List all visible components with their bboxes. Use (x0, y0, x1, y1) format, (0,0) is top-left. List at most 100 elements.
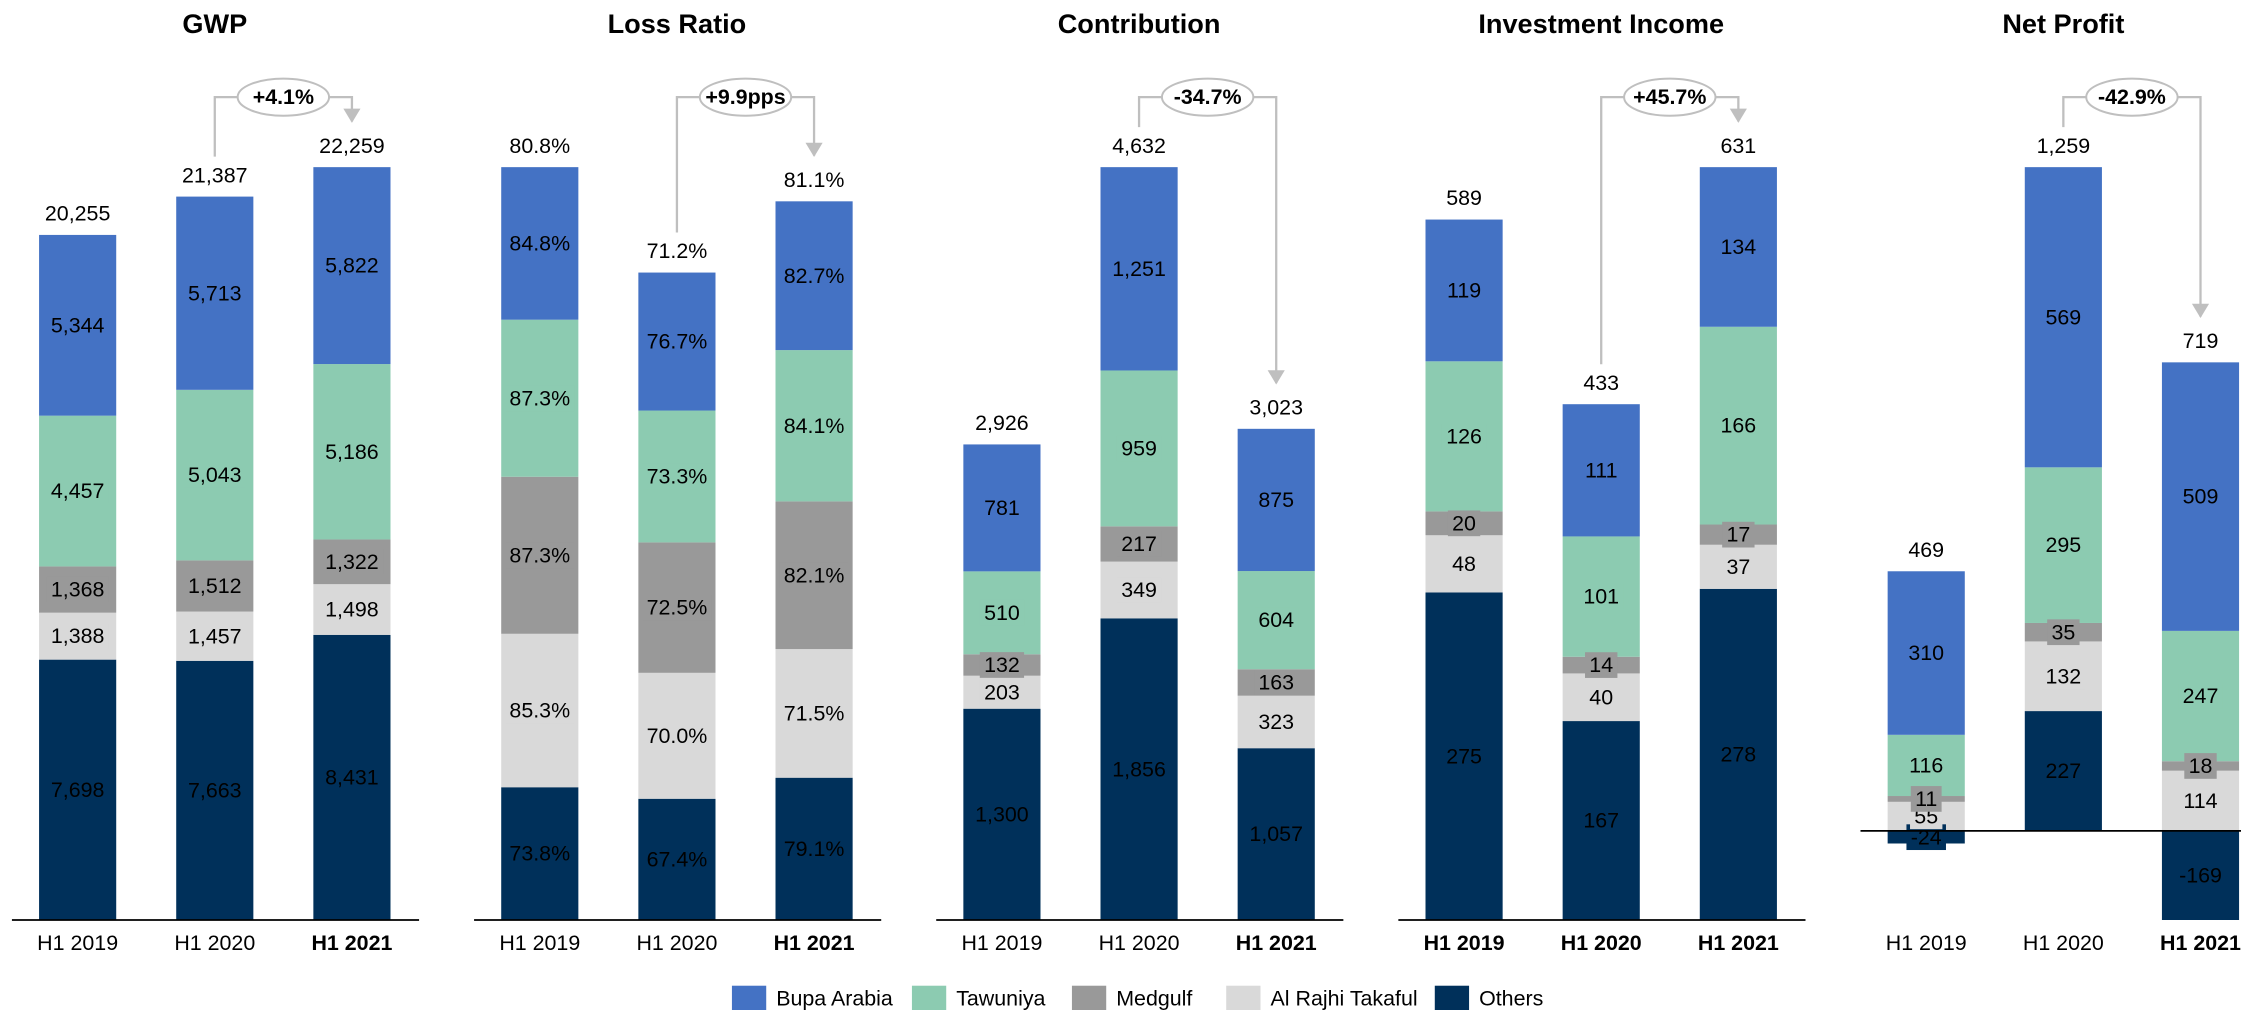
annotation-bubble (236, 77, 331, 117)
legend-label: Medgulf (1116, 987, 1192, 1010)
total-label: 4,632 (1112, 134, 1166, 158)
segment-label-bg (779, 262, 849, 289)
segment-label-group: 509 (2178, 483, 2223, 510)
segment-label-group: 349 (1116, 577, 1162, 603)
x-tick-label: H1 2019 (499, 931, 580, 955)
segment-label-group: 203 (979, 679, 1025, 706)
segment-label-group: 20 (1447, 510, 1481, 537)
segment-label: 84.1% (784, 414, 845, 438)
segment-label: 5,822 (325, 254, 379, 278)
segment-label-bg (46, 623, 109, 650)
segment-label-group: 48 (1447, 550, 1481, 577)
segment-label-group: 7,663 (183, 777, 246, 804)
segment-label: 349 (1121, 578, 1157, 602)
segment-label-group: 76.7% (642, 328, 712, 355)
segment-label-bg (1116, 577, 1162, 603)
segment-label: 203 (984, 680, 1020, 704)
segment-label: 20 (1452, 511, 1476, 535)
segment-label-bg (1716, 412, 1761, 439)
segment-label-group: 1,388 (46, 623, 109, 650)
segment-label: 509 (2183, 485, 2219, 509)
segment-label-group: 5,822 (320, 252, 384, 279)
segment-label-group: 310 (1904, 640, 1949, 666)
segment-label: 1,856 (1112, 757, 1166, 781)
segment-label: 275 (1446, 744, 1482, 768)
segment-label-group: 18 (2184, 753, 2217, 779)
segment-label-bg (1716, 234, 1761, 260)
segment-label-group: 73.8% (505, 840, 575, 867)
segment-label: 4,457 (51, 479, 105, 503)
segment-label-group: 72.5% (642, 594, 712, 621)
segment-label-group: 132 (2041, 663, 2086, 690)
segment-label: 114 (2183, 789, 2217, 813)
segment-label-group: 4,457 (46, 478, 109, 504)
segment-label-group: 227 (2041, 758, 2086, 784)
segment-label-group: 569 (2041, 304, 2086, 331)
total-label: 22,259 (319, 134, 384, 158)
segment-label-bg (1254, 607, 1299, 633)
segment-label-bg (1116, 531, 1162, 557)
segment-label-group: 40 (1585, 684, 1618, 711)
segment-label: 48 (1452, 552, 1476, 576)
segment-label: 323 (1258, 710, 1294, 734)
segment-label-group: 116 (1904, 752, 1948, 779)
segment-label: 1,300 (975, 802, 1029, 826)
segment-label-group: 114 (2179, 787, 2222, 814)
segment-label: 82.1% (784, 563, 845, 587)
annotation-bubble (698, 77, 793, 117)
segment-label-group: 163 (1254, 669, 1299, 696)
segment-label: 35 (2051, 620, 2075, 644)
segment-label-group: 87.3% (505, 385, 575, 412)
segment-label-group: 84.1% (779, 412, 849, 439)
segment-label-bg (1447, 550, 1481, 577)
segment-label-group: 5,186 (320, 438, 384, 465)
segment-label-group: 73.3% (642, 463, 712, 490)
segment-label-bg (183, 280, 246, 307)
segment-label: 134 (1720, 235, 1756, 259)
annotation-text: +45.7% (1633, 85, 1706, 109)
segment-label: 959 (1121, 436, 1157, 460)
segment-label-bg (2047, 619, 2080, 646)
segment-label-group: 7,698 (46, 776, 109, 803)
total-label: 433 (1583, 371, 1619, 395)
x-tick-label: H1 2019 (961, 931, 1042, 955)
legend-swatch (1071, 985, 1107, 1010)
annotation-arrow (343, 108, 361, 123)
segment-label: 82.7% (784, 264, 845, 288)
segment-label-group: 1,368 (46, 576, 109, 603)
segment-label-bg (1579, 583, 1624, 610)
segment-label-bg (1107, 756, 1171, 783)
segment-label-bg (320, 764, 384, 791)
segment-label-bg (46, 776, 109, 803)
segment-label-group: 35 (2047, 619, 2080, 646)
segment-label-group: 604 (1254, 607, 1299, 633)
x-tick-label: H1 2021 (1698, 931, 1779, 955)
segment-label-bg (2178, 683, 2223, 709)
segment-label-bg (320, 252, 384, 279)
segment-label: 73.3% (647, 465, 708, 489)
segment-label-bg (2041, 663, 2086, 690)
segment-label: 5,186 (325, 440, 379, 464)
segment-label-bg (1716, 741, 1761, 768)
segment-label-group: -169 (2174, 862, 2227, 889)
chart-title: Investment Income (1478, 8, 1724, 39)
segment-label-bg (505, 697, 575, 724)
segment-label: 11 (1915, 787, 1937, 811)
segment-label-bg (505, 385, 575, 412)
segment-label: 17 (1726, 523, 1750, 547)
segment-label-bg (1904, 640, 1949, 666)
x-tick-label: H1 2019 (1424, 931, 1505, 955)
segment-label-bg (1441, 743, 1487, 770)
legend-swatch (1226, 985, 1261, 1010)
segment-label: 126 (1446, 424, 1482, 448)
segment-label: 71.5% (784, 701, 845, 725)
segment-label-group: 84.8% (505, 230, 575, 257)
segment-label-bg (979, 599, 1025, 626)
segment-label-group: 510 (979, 599, 1025, 626)
total-label: 2,926 (975, 411, 1029, 435)
segment-label: 85.3% (509, 699, 570, 723)
segment-label-bg (1254, 487, 1299, 513)
segment-label-bg (1245, 821, 1308, 847)
segment-label-bg (320, 596, 384, 623)
